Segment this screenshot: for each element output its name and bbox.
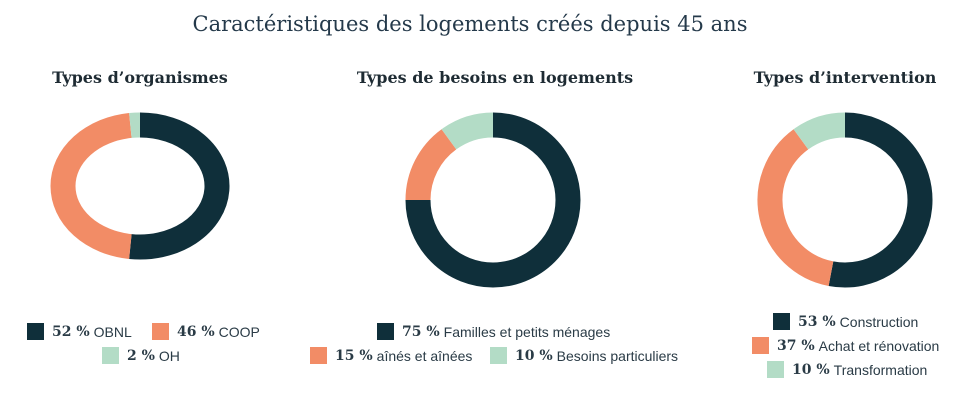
legend-item-besoins-particuliers: 10 % Besoins particuliers: [490, 347, 678, 364]
legend-label: Transformation: [833, 361, 928, 378]
donut-chart-besoins: [405, 112, 581, 288]
legend-value: 75 %: [402, 323, 440, 340]
legend-item-achat-renovation: 37 % Achat et rénovation: [752, 337, 939, 354]
donut-slice-aines-et-ainees: [405, 129, 457, 201]
legend-swatch: [773, 313, 790, 330]
legend-label: COOP: [218, 323, 260, 340]
legend-value: 2 %: [127, 347, 155, 364]
legend-value: 15 %: [335, 347, 373, 364]
donut-slice-achat-et-renovation: [757, 129, 834, 286]
legend-label: Familles et petits ménages: [443, 323, 611, 340]
donut-slice-besoins-particuliers: [441, 112, 494, 150]
donut-slice-coop: [50, 113, 132, 259]
donut-slice-obnl: [129, 112, 230, 260]
donut-slice-familles-et-petits-menages: [405, 112, 581, 288]
donut-slice-transformation: [793, 112, 846, 150]
legend-swatch: [152, 323, 169, 340]
page-title: Caractéristiques des logements créés dep…: [192, 12, 748, 36]
legend-swatch: [102, 347, 119, 364]
legend-swatch: [377, 323, 394, 340]
legend-item-aines: 15 % aînés et aînées: [310, 347, 472, 364]
legend-value: 10 %: [792, 361, 830, 378]
legend-label: aînés et aînées: [376, 347, 473, 364]
legend-value: 52 %: [52, 323, 90, 340]
legend-swatch: [767, 361, 784, 378]
legend-item-coop: 46 % COOP: [152, 323, 260, 340]
legend-swatch: [27, 323, 44, 340]
chart-title-organismes: Types d’organismes: [52, 68, 228, 87]
legend-swatch: [490, 347, 507, 364]
legend-label: Achat et rénovation: [818, 337, 940, 354]
legend-item-familles: 75 % Familles et petits ménages: [377, 323, 610, 340]
legend-value: 10 %: [515, 347, 553, 364]
donut-chart-intervention: [757, 112, 933, 288]
legend-label: OBNL: [93, 323, 132, 340]
legend-swatch: [310, 347, 327, 364]
legend-swatch: [752, 337, 769, 354]
legend-label: OH: [158, 347, 180, 364]
legend-item-oh: 2 % OH: [102, 347, 180, 364]
legend-label: Besoins particuliers: [556, 347, 679, 364]
donut-chart-organismes: [50, 112, 230, 260]
chart-title-besoins: Types de besoins en logements: [356, 68, 634, 87]
legend-item-obnl: 52 % OBNL: [27, 323, 132, 340]
legend-item-construction: 53 % Construction: [773, 313, 918, 330]
legend-value: 37 %: [777, 337, 815, 354]
donut-slice-construction: [828, 112, 933, 288]
chart-title-intervention: Types d’intervention: [753, 68, 937, 87]
legend-value: 53 %: [798, 313, 836, 330]
legend-value: 46 %: [177, 323, 215, 340]
legend-item-transformation: 10 % Transformation: [767, 361, 927, 378]
legend-label: Construction: [839, 313, 919, 330]
